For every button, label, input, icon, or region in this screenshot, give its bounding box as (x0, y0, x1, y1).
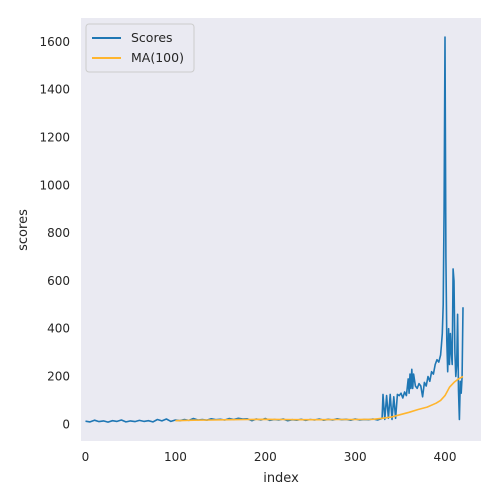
y-tick-label: 1200 (39, 131, 70, 145)
x-tick-label: 400 (434, 450, 457, 464)
x-tick-label: 100 (164, 450, 187, 464)
y-tick-label: 400 (47, 322, 70, 336)
legend-scores-label: Scores (131, 30, 173, 45)
y-tick-label: 600 (47, 274, 70, 288)
series-line-ma-100 (175, 375, 464, 422)
series-layer (85, 36, 464, 423)
y-axis-label: scores (16, 209, 31, 251)
y-tick-label: 800 (47, 226, 70, 240)
x-tick-label: 300 (344, 450, 367, 464)
y-tick-label: 1000 (39, 178, 70, 192)
legend-ma-label: MA(100) (131, 50, 184, 65)
y-tick-label: 1600 (39, 35, 70, 49)
plot-area (81, 18, 481, 441)
x-tick-label: 0 (82, 450, 90, 464)
x-axis-label: index (263, 471, 299, 486)
y-tick-label: 200 (47, 370, 70, 384)
legend-box (85, 23, 195, 73)
x-tick-label: 200 (254, 450, 277, 464)
y-axis: 0 200 400 600 800 1000 1200 1400 1600 (39, 35, 70, 431)
y-tick-label: 0 (62, 417, 70, 431)
y-tick-label: 1400 (39, 83, 70, 97)
x-axis: 0 100 200 300 400 (82, 450, 457, 464)
legend: Scores MA(100) (85, 23, 195, 73)
